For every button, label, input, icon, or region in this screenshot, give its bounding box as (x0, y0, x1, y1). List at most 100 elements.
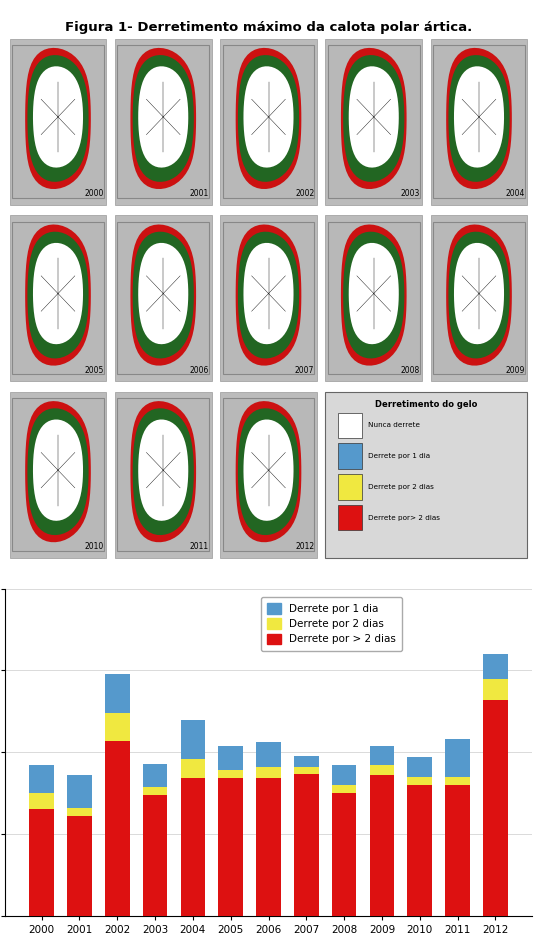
Polygon shape (25, 47, 91, 189)
Text: Derrete por 2 dias: Derrete por 2 dias (368, 484, 434, 490)
Bar (325, 392, 527, 558)
Polygon shape (349, 243, 399, 344)
Text: 2011: 2011 (190, 543, 209, 551)
Polygon shape (236, 225, 301, 365)
Text: 2002: 2002 (295, 189, 314, 198)
Polygon shape (33, 243, 83, 344)
Polygon shape (25, 225, 91, 365)
Polygon shape (130, 47, 196, 189)
Bar (325, 39, 422, 205)
Polygon shape (238, 55, 299, 182)
Polygon shape (33, 66, 83, 168)
Bar (12, 222, 104, 375)
Bar (115, 39, 212, 205)
Bar (105, 674, 129, 713)
Text: 2010: 2010 (84, 543, 104, 551)
Bar (294, 767, 318, 773)
Bar (180, 719, 205, 759)
Bar (445, 739, 470, 777)
Bar (30, 793, 54, 809)
Bar (115, 392, 212, 558)
Text: 2001: 2001 (190, 189, 209, 198)
Polygon shape (25, 401, 91, 542)
Bar (117, 222, 209, 375)
Bar (338, 443, 362, 469)
Bar (67, 775, 92, 808)
Polygon shape (349, 66, 399, 168)
Bar (67, 816, 92, 916)
Bar (483, 700, 507, 916)
Polygon shape (133, 232, 194, 359)
Bar (67, 808, 92, 816)
Polygon shape (454, 66, 504, 168)
Bar (219, 771, 243, 778)
Bar (219, 778, 243, 916)
Bar (117, 46, 209, 198)
Text: 2006: 2006 (190, 365, 209, 375)
Text: Nunca derrete: Nunca derrete (368, 422, 420, 429)
Bar (220, 215, 317, 381)
Text: 2012: 2012 (295, 543, 314, 551)
Bar (219, 746, 243, 771)
Polygon shape (133, 55, 194, 182)
Bar (180, 778, 205, 916)
Polygon shape (448, 55, 510, 182)
Bar (369, 765, 394, 775)
Bar (220, 392, 317, 558)
Polygon shape (130, 225, 196, 365)
Bar (222, 46, 315, 198)
Bar (143, 787, 168, 794)
Text: Figura 1- Derretimento máximo da calota polar ártica.: Figura 1- Derretimento máximo da calota … (65, 21, 472, 34)
Text: 2008: 2008 (400, 365, 419, 375)
Text: Derrete por 1 dia: Derrete por 1 dia (368, 454, 431, 459)
Text: Derretimento do gelo: Derretimento do gelo (375, 400, 477, 409)
Bar (143, 794, 168, 916)
Bar (256, 767, 281, 778)
Polygon shape (448, 232, 510, 359)
Bar (369, 775, 394, 916)
Bar (10, 39, 106, 205)
Bar (338, 413, 362, 438)
Text: 2003: 2003 (400, 189, 419, 198)
Polygon shape (243, 66, 294, 168)
Bar (338, 474, 362, 499)
Polygon shape (133, 408, 194, 535)
Polygon shape (27, 408, 89, 535)
Polygon shape (236, 401, 301, 542)
Bar (294, 773, 318, 916)
Bar (12, 46, 104, 198)
Bar (445, 785, 470, 916)
Bar (222, 222, 315, 375)
Bar (115, 215, 212, 381)
Bar (332, 765, 357, 785)
Bar (328, 222, 420, 375)
Polygon shape (138, 243, 188, 344)
Bar (220, 39, 317, 205)
Polygon shape (138, 66, 188, 168)
Bar (328, 46, 420, 198)
Bar (332, 793, 357, 916)
Polygon shape (243, 419, 294, 521)
Polygon shape (341, 47, 407, 189)
Polygon shape (27, 55, 89, 182)
Bar (433, 222, 525, 375)
Bar (222, 399, 315, 551)
Polygon shape (130, 401, 196, 542)
Text: 2000: 2000 (84, 189, 104, 198)
Bar (369, 746, 394, 765)
Polygon shape (343, 55, 404, 182)
Text: 2007: 2007 (295, 365, 314, 375)
Legend: Derrete por 1 dia, Derrete por 2 dias, Derrete por > 2 dias: Derrete por 1 dia, Derrete por 2 dias, D… (261, 597, 402, 651)
Polygon shape (243, 243, 294, 344)
Bar (408, 757, 432, 777)
Bar (325, 215, 422, 381)
Polygon shape (138, 419, 188, 521)
Polygon shape (238, 408, 299, 535)
Bar (30, 809, 54, 916)
Text: 2009: 2009 (505, 365, 525, 375)
Bar (431, 39, 527, 205)
Bar (256, 778, 281, 916)
Bar (483, 654, 507, 679)
Bar (143, 764, 168, 787)
Bar (10, 215, 106, 381)
